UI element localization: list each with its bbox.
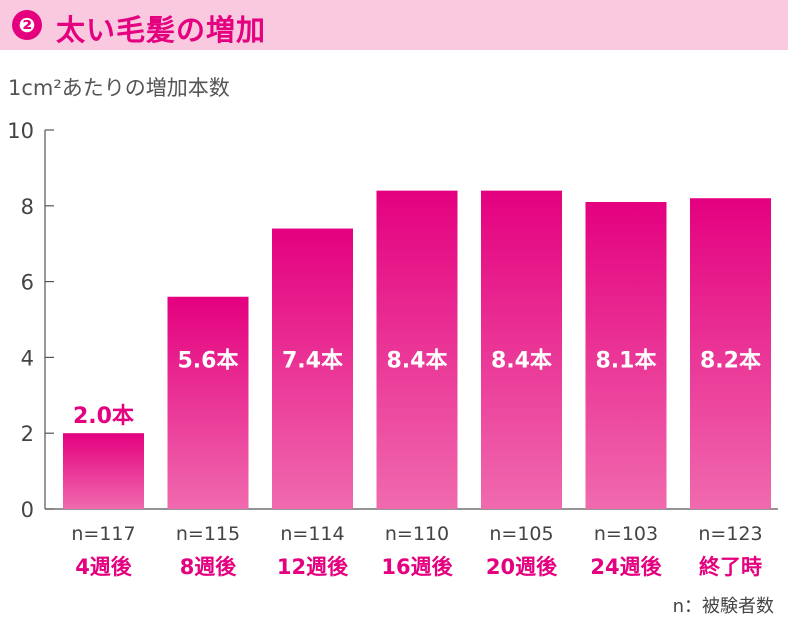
header-banner: ❷ 太い毛髪の増加 — [0, 0, 788, 50]
bar-value-label: 2.0本 — [73, 404, 134, 429]
bar — [690, 198, 771, 509]
x-n-label: n=115 — [176, 523, 240, 545]
x-category-label: 20週後 — [486, 555, 558, 579]
bar — [481, 190, 562, 509]
bar-value-label: 8.2本 — [700, 348, 761, 373]
page-title: 太い毛髪の増加 — [56, 13, 267, 47]
y-axis-unit-label: 1cm²あたりの増加本数 — [8, 76, 230, 100]
footnote: n：被験者数 — [672, 596, 774, 617]
x-category-label: 24週後 — [590, 555, 662, 579]
x-n-label: n=117 — [71, 523, 135, 545]
y-tick-label: 6 — [21, 271, 34, 295]
y-tick-label: 2 — [21, 422, 34, 446]
bar-value-label: 7.4本 — [282, 348, 343, 373]
x-n-label: n=110 — [385, 523, 449, 545]
section-number-badge: ❷ — [12, 10, 42, 40]
x-n-label: n=114 — [280, 523, 344, 545]
x-category-label: 終了時 — [699, 555, 762, 579]
x-category-label: 16週後 — [381, 555, 453, 579]
y-tick-label: 4 — [21, 346, 34, 370]
y-tick-label: 0 — [21, 498, 34, 522]
bar — [585, 202, 667, 509]
x-n-label: n=105 — [489, 523, 553, 545]
x-n-label: n=103 — [594, 523, 658, 545]
bar-value-label: 8.4本 — [387, 348, 448, 373]
bar-value-label: 8.4本 — [491, 348, 552, 373]
x-category-label: 8週後 — [180, 555, 238, 579]
bar — [63, 433, 144, 509]
labels-layer: 2.0本 n=117 4週後 5.6本 n=115 8週後 7.4本 n=114 12週後 8.4… — [71, 348, 762, 579]
y-tick-label: 10 — [7, 119, 34, 143]
bars-layer — [63, 190, 771, 510]
bar — [376, 190, 458, 509]
bar-value-label: 5.6本 — [178, 348, 239, 373]
bar — [167, 296, 249, 509]
x-category-label: 12週後 — [277, 555, 349, 579]
x-category-label: 4週後 — [75, 555, 133, 579]
y-tick-label: 8 — [21, 195, 34, 219]
bar-value-label: 8.1本 — [596, 348, 657, 373]
x-n-label: n=123 — [698, 523, 762, 545]
bar — [272, 228, 353, 510]
